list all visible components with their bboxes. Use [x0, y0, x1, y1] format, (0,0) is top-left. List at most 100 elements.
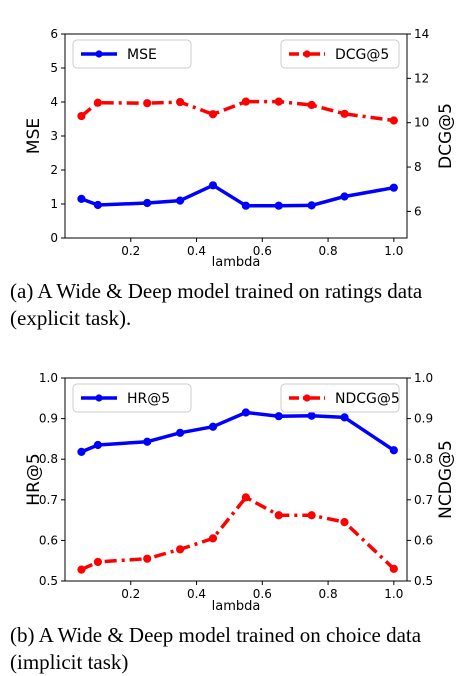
data-point	[93, 440, 102, 450]
data-point	[143, 99, 152, 108]
legend-marker	[95, 394, 103, 402]
data-point	[340, 413, 349, 422]
data-point	[93, 200, 102, 210]
x-tick-label: 0.2	[121, 587, 140, 601]
data-point	[93, 98, 102, 107]
x-tick-label: 0.6	[253, 244, 272, 258]
series-line	[80, 99, 395, 123]
legend-hr-5: HR@5	[72, 383, 192, 413]
data-point	[389, 183, 398, 192]
left-tick-label: 6	[50, 27, 58, 41]
data-point	[208, 422, 218, 431]
legend-label: MSE	[127, 47, 157, 63]
legend-label: DCG@5	[335, 47, 389, 63]
data-point	[175, 545, 185, 554]
data-point	[389, 564, 398, 573]
legend-mse: MSE	[72, 39, 192, 69]
data-point	[274, 511, 283, 520]
data-point	[241, 493, 250, 502]
data-point	[389, 446, 398, 455]
legend-dcg-5: DCG@5	[280, 39, 400, 69]
data-point	[241, 201, 250, 210]
right-tick-label: 0.5	[414, 574, 433, 588]
x-tick-label: 0.4	[187, 587, 206, 601]
data-point	[340, 109, 349, 118]
legend-marker	[303, 394, 311, 402]
data-point	[307, 201, 316, 210]
data-point	[208, 110, 218, 119]
data-point	[77, 111, 86, 121]
chart-b: 0.2 0.4 0.6 0.8 1.0 lambda 0.5 0.6 0.7 0.8 0.9 1.0 0…	[24, 371, 456, 614]
data-point	[340, 518, 349, 527]
right-tick-label: 0.7	[414, 493, 433, 507]
legend-box	[280, 39, 400, 69]
data-point	[93, 557, 102, 567]
left-axis-label: MSE	[24, 118, 44, 154]
left-tick-label: 5	[50, 61, 58, 75]
data-point	[340, 192, 349, 201]
right-tick-label: 14	[414, 27, 429, 41]
right-tick-label: 12	[414, 71, 429, 85]
left-tick-label: 0	[50, 231, 58, 245]
right-tick-label: 8	[414, 160, 422, 174]
data-point	[274, 201, 283, 210]
x-tick-label: 0.8	[319, 587, 338, 601]
legend-marker	[95, 50, 103, 58]
data-point	[77, 447, 86, 456]
legend-marker	[303, 50, 311, 58]
series-line	[80, 495, 396, 572]
x-tick-label: 0.8	[319, 244, 338, 258]
right-tick-label: 0.6	[414, 533, 433, 547]
left-tick-label: 0.7	[39, 493, 58, 507]
data-point	[274, 412, 283, 421]
data-point	[77, 194, 86, 203]
series-hr-5	[77, 408, 398, 456]
left-tick-label: 0.5	[39, 574, 58, 588]
data-point	[241, 97, 250, 106]
data-point	[274, 97, 283, 106]
right-tick-label: 10	[414, 116, 429, 130]
data-point	[307, 511, 316, 520]
data-point	[175, 196, 185, 205]
x-axis-label: lambda	[212, 255, 261, 270]
series-line	[80, 183, 395, 208]
right-tick-label: 6	[414, 204, 422, 218]
data-point	[143, 554, 152, 563]
left-tick-label: 1.0	[39, 371, 58, 385]
data-point	[307, 411, 316, 420]
left-tick-label: 4	[50, 95, 58, 109]
data-point	[175, 97, 185, 107]
data-point	[241, 408, 250, 417]
data-point	[175, 428, 185, 437]
data-point	[143, 437, 152, 446]
x-tick-label: 1.0	[384, 244, 403, 258]
x-tick-label: 0.2	[121, 244, 140, 258]
series-line	[80, 410, 395, 454]
left-tick-label: 0.6	[39, 533, 58, 547]
data-point	[143, 198, 152, 208]
data-point	[77, 565, 86, 574]
left-tick-label: 1	[50, 197, 58, 211]
plot-frame	[64, 377, 408, 582]
right-tick-label: 0.8	[414, 452, 433, 466]
legend-label: NDCG@5	[335, 391, 400, 407]
caption-b: (b) A Wide & Deep model trained on choic…	[10, 623, 422, 674]
x-tick-label: 0.6	[253, 587, 272, 601]
series-dcg-5	[77, 97, 398, 125]
x-axis-label: lambda	[212, 599, 261, 614]
legend-label: HR@5	[127, 391, 170, 407]
data-point	[208, 534, 218, 543]
data-point	[389, 116, 398, 125]
data-point	[208, 181, 218, 190]
legend-box	[280, 383, 400, 413]
left-tick-label: 3	[50, 129, 58, 143]
right-axis-label: DCG@5	[436, 103, 456, 169]
series-mse	[77, 181, 398, 210]
x-tick-label: 0.4	[187, 244, 206, 258]
left-tick-label: 2	[50, 163, 58, 177]
left-tick-label: 0.9	[39, 412, 58, 426]
legend-box	[72, 39, 192, 69]
right-tick-label: 0.9	[414, 412, 433, 426]
